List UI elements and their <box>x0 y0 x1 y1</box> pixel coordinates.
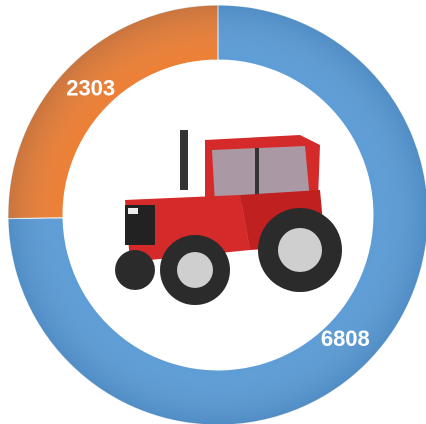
front-rim <box>177 252 213 288</box>
value-label: 2303 <box>66 76 115 101</box>
cab-pillar <box>255 148 259 204</box>
far-wheel <box>115 250 155 290</box>
headlight <box>128 208 138 214</box>
rear-rim <box>278 228 322 272</box>
value-label: 6808 <box>321 326 370 351</box>
exhaust <box>180 130 188 190</box>
tractor-image <box>115 130 342 305</box>
cab-glass <box>212 146 310 204</box>
